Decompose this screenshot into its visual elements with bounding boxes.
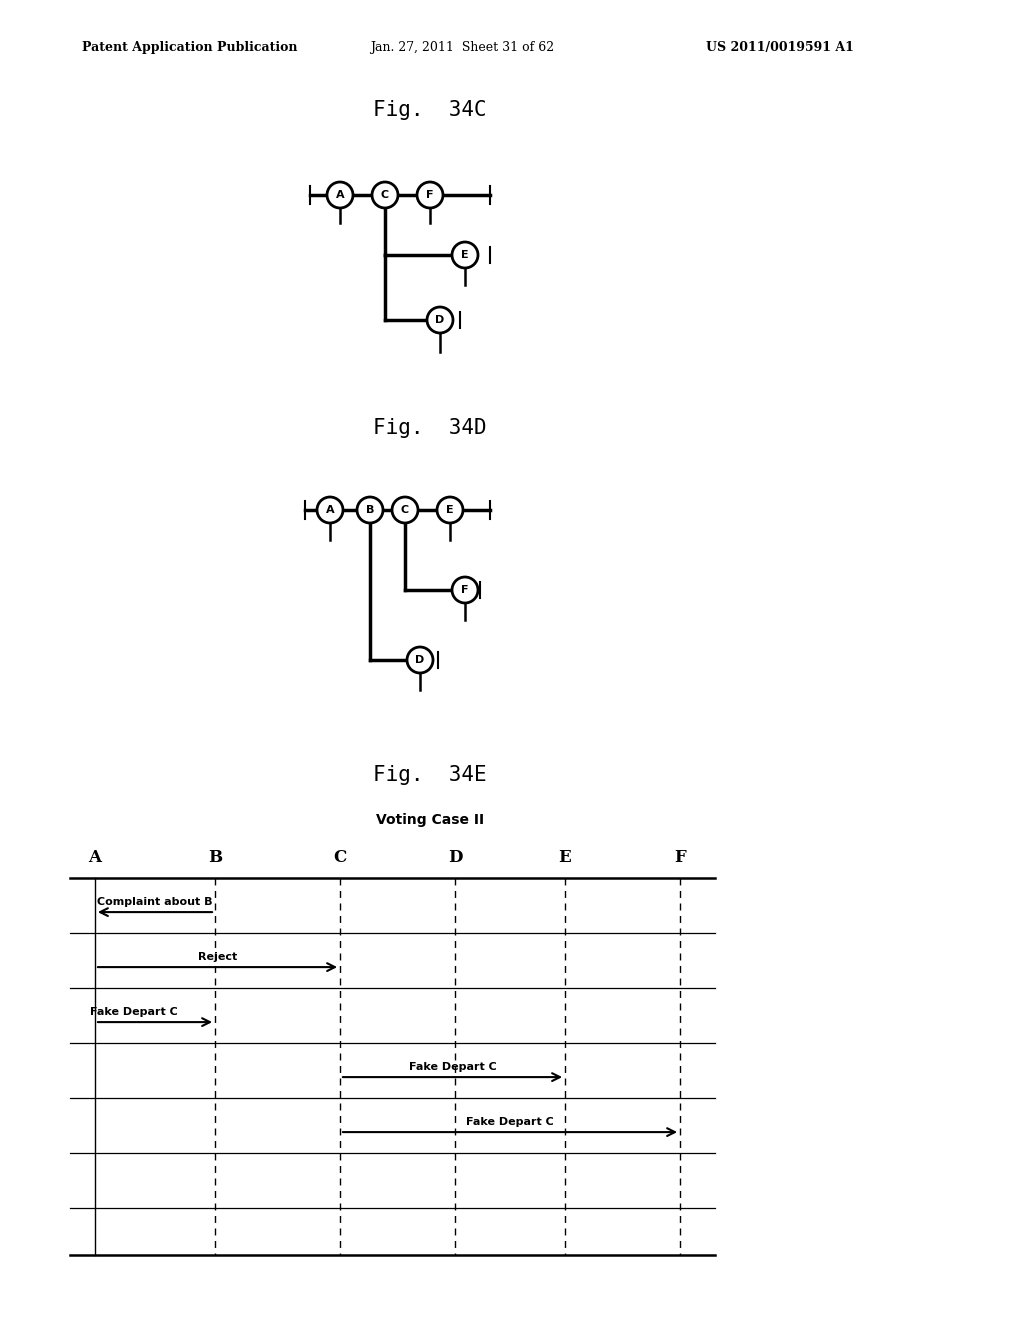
Circle shape [357, 498, 383, 523]
Text: US 2011/0019591 A1: US 2011/0019591 A1 [707, 41, 854, 54]
Text: Fake Depart C: Fake Depart C [409, 1063, 497, 1072]
Circle shape [452, 242, 478, 268]
Text: Voting Case II: Voting Case II [376, 813, 484, 828]
Text: C: C [381, 190, 389, 201]
Text: Jan. 27, 2011  Sheet 31 of 62: Jan. 27, 2011 Sheet 31 of 62 [370, 41, 554, 54]
Circle shape [437, 498, 463, 523]
Text: C: C [401, 506, 409, 515]
Text: B: B [208, 850, 222, 866]
Text: Fig.  34C: Fig. 34C [373, 100, 486, 120]
Circle shape [327, 182, 353, 209]
Text: C: C [334, 850, 347, 866]
Text: A: A [88, 850, 101, 866]
Circle shape [372, 182, 398, 209]
Text: D: D [435, 315, 444, 325]
Text: Patent Application Publication: Patent Application Publication [82, 41, 298, 54]
Text: F: F [426, 190, 434, 201]
Text: Reject: Reject [198, 952, 238, 962]
Text: Complaint about B: Complaint about B [97, 898, 213, 907]
Text: F: F [674, 850, 686, 866]
Circle shape [407, 647, 433, 673]
Circle shape [452, 577, 478, 603]
Text: B: B [366, 506, 374, 515]
Text: F: F [461, 585, 469, 595]
Text: Fake Depart C: Fake Depart C [466, 1117, 554, 1127]
Circle shape [427, 308, 453, 333]
Text: E: E [446, 506, 454, 515]
Circle shape [417, 182, 443, 209]
Text: D: D [416, 655, 425, 665]
Circle shape [317, 498, 343, 523]
Text: Fake Depart C: Fake Depart C [90, 1007, 178, 1018]
Circle shape [392, 498, 418, 523]
Text: E: E [559, 850, 571, 866]
Text: Fig.  34E: Fig. 34E [373, 766, 486, 785]
Text: E: E [461, 249, 469, 260]
Text: A: A [326, 506, 334, 515]
Text: A: A [336, 190, 344, 201]
Text: Fig.  34D: Fig. 34D [373, 418, 486, 438]
Text: D: D [447, 850, 462, 866]
